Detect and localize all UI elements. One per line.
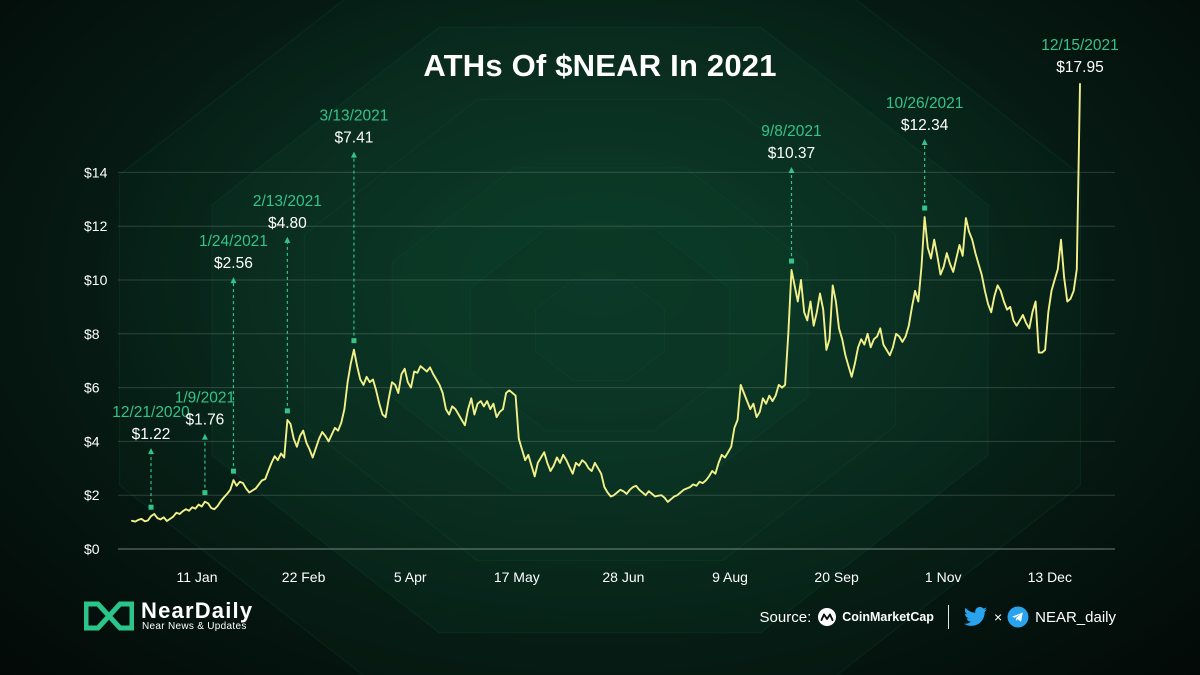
ath-marker [788, 258, 794, 264]
twitter-icon[interactable] [963, 606, 989, 628]
ath-arrow-head [284, 236, 291, 243]
ath-price: $4.80 [268, 215, 307, 232]
ath-annotation: 12/15/2021 $17.95 [1041, 37, 1119, 76]
ath-arrow-head [350, 151, 357, 158]
ath-price: $1.76 [186, 412, 225, 429]
x-tick-label: 22 Feb [282, 569, 326, 585]
ath-arrow-head [201, 433, 208, 440]
ath-arrow-head [148, 448, 155, 455]
y-tick-label: $10 [84, 272, 108, 288]
ath-date: 12/21/2020 [112, 404, 190, 421]
ath-arrow-head [788, 167, 795, 174]
neardaily-logo-icon [84, 601, 134, 631]
ath-annotation: 1/24/2021 $2.56 [199, 233, 268, 474]
brand-tagline: Near News & Updates [142, 621, 247, 632]
ath-marker [284, 408, 290, 414]
ath-date: 3/13/2021 [319, 108, 388, 125]
background-hexagon [470, 228, 730, 432]
ath-date: 1/9/2021 [175, 390, 235, 407]
price-series-line [131, 83, 1081, 523]
ath-date: 12/15/2021 [1041, 37, 1119, 54]
y-axis-ticks: $0 $2 $4 $6 $8 $10 $12 $14 [84, 164, 108, 557]
ath-annotation: 2/13/2021 $4.80 [253, 193, 322, 414]
ath-annotation: 12/21/2020 $1.22 [112, 404, 190, 510]
coinmarketcap-icon [818, 608, 837, 626]
x-tick-label: 28 Jun [602, 569, 644, 585]
ath-date: 1/24/2021 [199, 233, 268, 250]
social-handle: NEAR_daily [1035, 608, 1116, 626]
ath-price: $7.41 [335, 130, 374, 147]
ath-annotation: 3/13/2021 $7.41 [319, 108, 388, 344]
background-hexagon [303, 98, 897, 562]
background-hexagon [534, 279, 666, 381]
ath-annotation: 1/9/2021 $1.76 [175, 390, 235, 496]
y-tick-label: $8 [84, 326, 100, 342]
x-axis-ticks: 11 Jan 22 Feb 5 Apr 17 May 28 Jun 9 Aug 20 Sep… [177, 569, 1072, 585]
footer-divider [947, 605, 949, 629]
x-tick-label: 11 Jan [177, 569, 218, 585]
x-tick-label: 13 Dec [1028, 569, 1072, 585]
y-tick-label: $4 [84, 433, 100, 449]
y-tick-label: $0 [84, 541, 100, 557]
y-tick-label: $6 [84, 380, 100, 396]
grid-lines [118, 171, 1115, 550]
ath-annotation: 9/8/2021 $10.37 [761, 123, 822, 264]
source-name: CoinMarketCap [842, 610, 934, 624]
ath-annotations: 12/21/2020 $1.22 1/9/2021 $1.76 1/24/2021 $2.… [112, 37, 1119, 510]
ath-price: $2.56 [214, 255, 253, 272]
x-tick-label: 17 May [494, 569, 540, 585]
telegram-icon[interactable] [1007, 606, 1029, 628]
ath-marker [922, 205, 928, 211]
ath-date: 2/13/2021 [253, 193, 322, 210]
ath-price: $1.22 [132, 426, 171, 443]
ath-marker [148, 504, 154, 510]
ath-arrow-head [230, 277, 237, 284]
chart-title: ATHs Of $NEAR In 2021 [423, 48, 777, 83]
x-tick-label: 9 Aug [712, 569, 748, 585]
background-hexagon [119, 0, 1081, 675]
ath-marker [202, 490, 208, 496]
ath-date: 10/26/2021 [886, 95, 964, 112]
ath-arrow-head [921, 139, 928, 146]
brand-name: NearDaily [141, 598, 254, 623]
y-tick-label: $12 [84, 218, 108, 234]
ath-marker [351, 338, 357, 344]
y-tick-label: $2 [84, 487, 100, 503]
y-tick-label: $14 [84, 164, 108, 180]
ath-date: 9/8/2021 [761, 123, 821, 140]
x-tick-label: 20 Sep [814, 569, 859, 585]
social-separator: × [993, 609, 1003, 625]
source-label: Source: [759, 608, 812, 626]
ath-price: $17.95 [1056, 59, 1103, 76]
ath-annotation: 10/26/2021 $12.34 [886, 95, 964, 211]
x-tick-label: 5 Apr [394, 569, 427, 585]
background-hexagon [211, 26, 989, 634]
ath-price: $10.37 [768, 145, 815, 162]
x-tick-label: 1 Nov [925, 569, 962, 585]
ath-marker [230, 468, 236, 474]
footer-source: Source: CoinMarketCap × NEAR_daily [760, 604, 1116, 630]
ath-price: $12.34 [901, 117, 949, 134]
